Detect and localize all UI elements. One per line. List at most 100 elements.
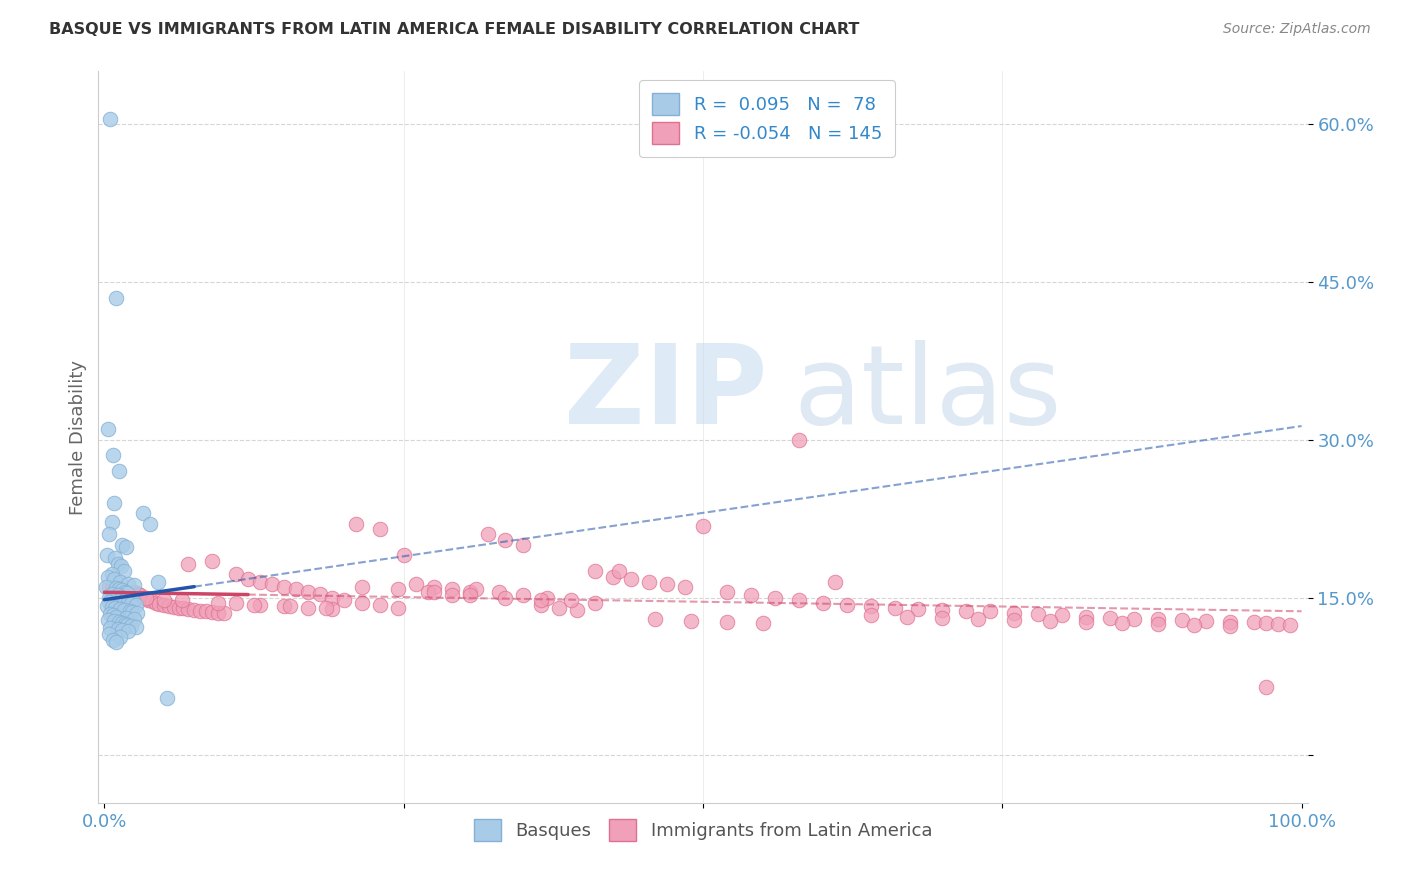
Point [859,608,882,623]
Point [108,602,131,616]
Point [125,607,148,621]
Point [201,605,224,619]
Text: BASQUE VS IMMIGRANTS FROM LATIN AMERICA FEMALE DISABILITY CORRELATION CHART: BASQUE VS IMMIGRANTS FROM LATIN AMERICA … [49,22,859,37]
Point [103,614,125,628]
Point [278,599,301,613]
Point [120,593,142,607]
Point [107,582,129,596]
Point [512,589,534,603]
Point [153,592,176,607]
Point [1219,619,1241,633]
Point [172,601,194,615]
Point [101,608,124,623]
Point [98,580,121,594]
Point [620,572,643,586]
Point [392,549,415,563]
Point [321,591,343,605]
Point [260,577,283,591]
Point [111,615,134,630]
Point [114,585,136,599]
Point [602,569,624,583]
Point [117,577,139,591]
Point [100,607,122,622]
Point [118,604,141,618]
Point [120,597,142,611]
Point [115,610,138,624]
Point [112,564,135,578]
Point [477,527,499,541]
Point [100,587,122,601]
Point [405,577,427,591]
Point [114,616,136,631]
Point [1111,615,1133,630]
Point [607,564,630,578]
Point [416,585,439,599]
Point [136,592,159,607]
Point [1050,608,1073,623]
Point [1182,618,1205,632]
Point [97,569,120,583]
Point [236,572,259,586]
Point [105,609,128,624]
Point [931,610,953,624]
Point [121,605,143,619]
Point [249,574,271,589]
Point [195,604,218,618]
Point [105,591,128,605]
Point [536,591,558,605]
Point [115,618,138,632]
Point [110,596,132,610]
Point [638,574,661,589]
Point [135,591,157,605]
Point [350,596,373,610]
Point [297,585,319,599]
Point [107,464,129,478]
Point [931,603,953,617]
Point [1074,609,1097,624]
Point [148,597,170,611]
Point [1002,607,1025,621]
Point [183,603,205,617]
Point [157,599,180,613]
Point [97,613,120,627]
Legend: Basques, Immigrants from Latin America: Basques, Immigrants from Latin America [467,812,939,848]
Point [859,599,882,613]
Point [124,612,146,626]
Point [512,538,534,552]
Point [488,585,510,599]
Point [100,567,122,582]
Point [94,580,117,594]
Point [101,632,124,647]
Point [212,607,235,621]
Point [967,612,990,626]
Point [883,601,905,615]
Point [344,516,367,531]
Point [673,580,696,594]
Point [177,557,200,571]
Point [458,585,481,599]
Point [115,591,138,606]
Point [907,602,929,616]
Point [103,496,125,510]
Point [740,589,762,603]
Point [530,598,553,612]
Point [108,630,131,644]
Point [111,538,134,552]
Point [167,601,190,615]
Point [309,587,332,601]
Point [105,581,128,595]
Point [692,519,714,533]
Point [1002,613,1025,627]
Point [201,554,224,568]
Point [1123,612,1146,626]
Point [120,619,142,633]
Point [132,507,155,521]
Point [105,291,128,305]
Point [107,557,129,571]
Point [583,564,606,578]
Point [207,607,229,621]
Point [172,592,194,607]
Point [1171,613,1194,627]
Point [153,598,176,612]
Point [1099,610,1122,624]
